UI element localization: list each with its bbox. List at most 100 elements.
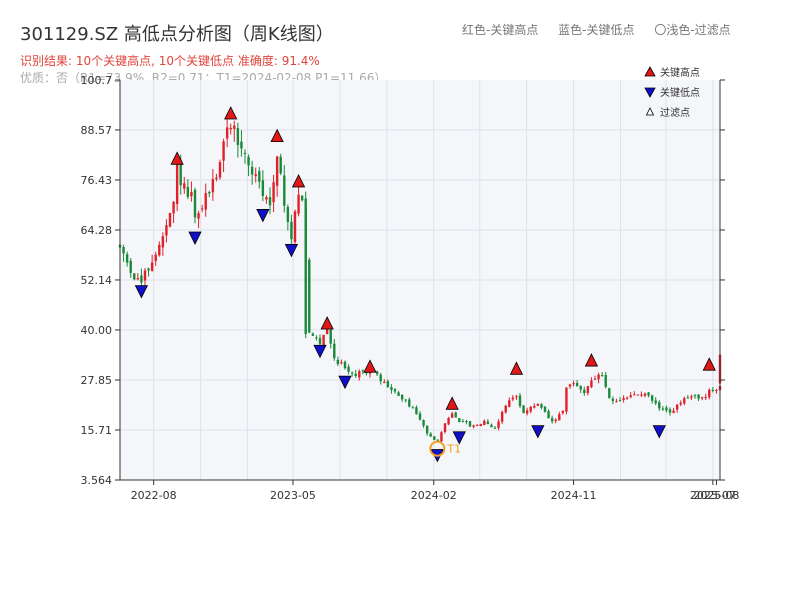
candle-up: [629, 395, 632, 398]
candle-down: [693, 395, 697, 397]
candle-down: [318, 338, 322, 344]
candle-up: [672, 410, 675, 413]
candle-down: [618, 400, 622, 402]
candle-down: [286, 206, 290, 222]
candle-up: [172, 201, 175, 214]
candle-down: [461, 421, 465, 423]
key-high-marker: [170, 151, 184, 165]
candle-up: [500, 411, 504, 422]
candle-down: [583, 389, 586, 394]
key-high-marker: [224, 106, 238, 120]
candle-up: [515, 396, 518, 398]
y-tick-label: 88.57: [81, 124, 113, 137]
candle-up: [254, 174, 257, 177]
legend-blue-lows: 蓝色-关键低点: [558, 23, 635, 37]
candle-up: [636, 394, 640, 396]
candle-down: [575, 382, 579, 387]
candle-up: [218, 162, 222, 178]
candle-up: [497, 421, 500, 428]
candle-up: [204, 193, 207, 210]
candle-down: [133, 273, 136, 280]
candle-up: [554, 419, 557, 422]
candle-up: [525, 410, 529, 414]
candle-up: [475, 425, 479, 427]
candle-down: [422, 420, 425, 426]
candle-down: [258, 171, 261, 182]
candle-down: [493, 427, 497, 429]
candle-down: [147, 268, 150, 271]
candle-up: [136, 278, 140, 280]
candle-up: [325, 328, 329, 334]
candle-up: [447, 417, 450, 425]
candle-down: [250, 166, 254, 175]
candle-up: [222, 141, 225, 161]
candle-up: [265, 197, 268, 200]
legend-label: 关键低点: [660, 86, 700, 99]
candle-up: [175, 164, 179, 204]
candle-up: [200, 208, 204, 210]
candle-up: [504, 405, 507, 413]
candle-down: [397, 392, 400, 396]
legend-high-symbol: [644, 66, 656, 77]
candle-up: [511, 397, 515, 400]
candle-down: [283, 175, 286, 206]
candle-down: [408, 399, 411, 407]
candle-up: [568, 384, 572, 387]
candle-up: [700, 397, 704, 399]
candle-down: [129, 260, 132, 273]
candle-up: [322, 334, 325, 346]
candle-down: [308, 259, 311, 333]
candle-up: [229, 127, 232, 130]
key-high-marker: [702, 357, 716, 371]
candle-up: [529, 406, 532, 412]
candle-down: [243, 152, 247, 155]
candle-down: [411, 407, 415, 409]
x-tick-label: 2024-02: [411, 489, 457, 502]
y-tick-label: 40.00: [81, 324, 113, 337]
candle-up: [483, 420, 486, 426]
y-tick-label: 15.71: [81, 424, 113, 437]
key-low-marker: [531, 425, 545, 439]
candle-down: [208, 191, 211, 194]
candle-up: [225, 127, 229, 139]
t1-ring: [429, 440, 446, 457]
legend-label: 过滤点: [660, 106, 690, 119]
candle-down: [311, 333, 315, 336]
legend-light-filtered: 〇浅色-过滤点: [654, 23, 731, 37]
candle-down: [433, 436, 436, 440]
candle-down: [304, 210, 307, 335]
candle-down: [122, 246, 125, 254]
candle-down: [390, 387, 393, 390]
candle-up: [158, 244, 161, 256]
legend-red-highs: 红色-关键高点: [462, 23, 539, 37]
candle-down: [465, 421, 468, 423]
key-high-marker: [584, 353, 599, 367]
x-tick-label: 2022-08: [131, 489, 177, 502]
candle-down: [179, 161, 182, 186]
candle-down: [600, 375, 604, 377]
candle-up: [708, 389, 711, 398]
candle-up: [450, 413, 454, 418]
legend-filtered-symbol: [645, 107, 655, 116]
candle-down: [550, 418, 554, 422]
candle-up: [622, 398, 625, 400]
x-tick-label: 2025-08: [693, 489, 739, 502]
candle-up: [640, 394, 643, 396]
key-high-marker: [270, 128, 284, 143]
candle-up: [572, 383, 575, 385]
candle-up: [536, 403, 540, 406]
candle-down: [458, 418, 461, 422]
candle-down: [125, 254, 129, 263]
key-high-marker: [320, 316, 334, 330]
candle-up: [690, 396, 693, 398]
candle-down: [329, 327, 332, 344]
candle-down: [665, 407, 668, 411]
candle-up: [675, 404, 679, 410]
y-tick-label: 64.28: [81, 224, 113, 237]
candle-up: [715, 389, 718, 391]
y-tick-label: 27.85: [81, 374, 113, 387]
candle-down: [268, 197, 272, 206]
candle-down: [486, 421, 490, 425]
candle-down: [193, 189, 197, 218]
key-low-marker: [134, 285, 149, 299]
